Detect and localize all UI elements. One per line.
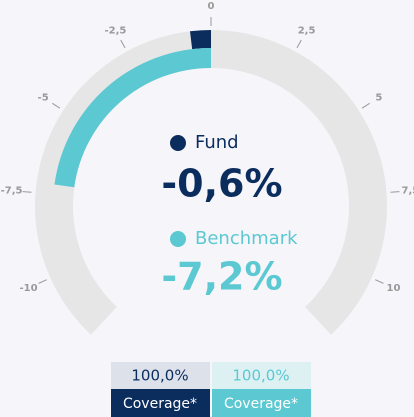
gauge-track xyxy=(34,30,387,335)
fund-value: -0,6% xyxy=(161,162,282,206)
legend-fund: Fund xyxy=(195,132,239,153)
coverage-box xyxy=(111,389,210,417)
tick-label: -5 xyxy=(38,92,49,103)
coverage-label: Coverage* xyxy=(224,396,298,412)
tick-mark xyxy=(22,191,32,193)
tick-label: 10 xyxy=(387,283,401,294)
tick-mark xyxy=(375,279,384,284)
tick-mark xyxy=(361,102,370,109)
tick-label: 7,5 xyxy=(402,186,414,197)
coverage-label: Coverage* xyxy=(123,396,197,412)
tick-label: -7,5 xyxy=(1,186,23,197)
tick-label: 0 xyxy=(208,1,215,12)
legend-dot xyxy=(170,135,186,151)
coverage-box xyxy=(111,362,210,389)
gauge-bar xyxy=(190,30,211,50)
tick-mark xyxy=(390,191,400,193)
coverage-value: 100,0% xyxy=(232,367,289,385)
tick-label: 2,5 xyxy=(298,25,316,36)
coverage-box xyxy=(212,389,311,417)
benchmark-value: -7,2% xyxy=(161,255,282,299)
gauge-bar xyxy=(54,48,212,188)
tick-mark xyxy=(120,39,126,49)
tick-label: 5 xyxy=(375,92,382,103)
tick-mark xyxy=(38,279,47,284)
tick-mark xyxy=(296,39,302,49)
coverage-value: 100,0% xyxy=(131,367,188,385)
coverage-box xyxy=(212,362,311,389)
tick-label: -10 xyxy=(19,283,37,294)
legend-benchmark: Benchmark xyxy=(195,228,298,249)
legend-dot xyxy=(170,231,186,247)
tick-label: -2,5 xyxy=(105,25,127,36)
tick-mark xyxy=(52,102,61,109)
